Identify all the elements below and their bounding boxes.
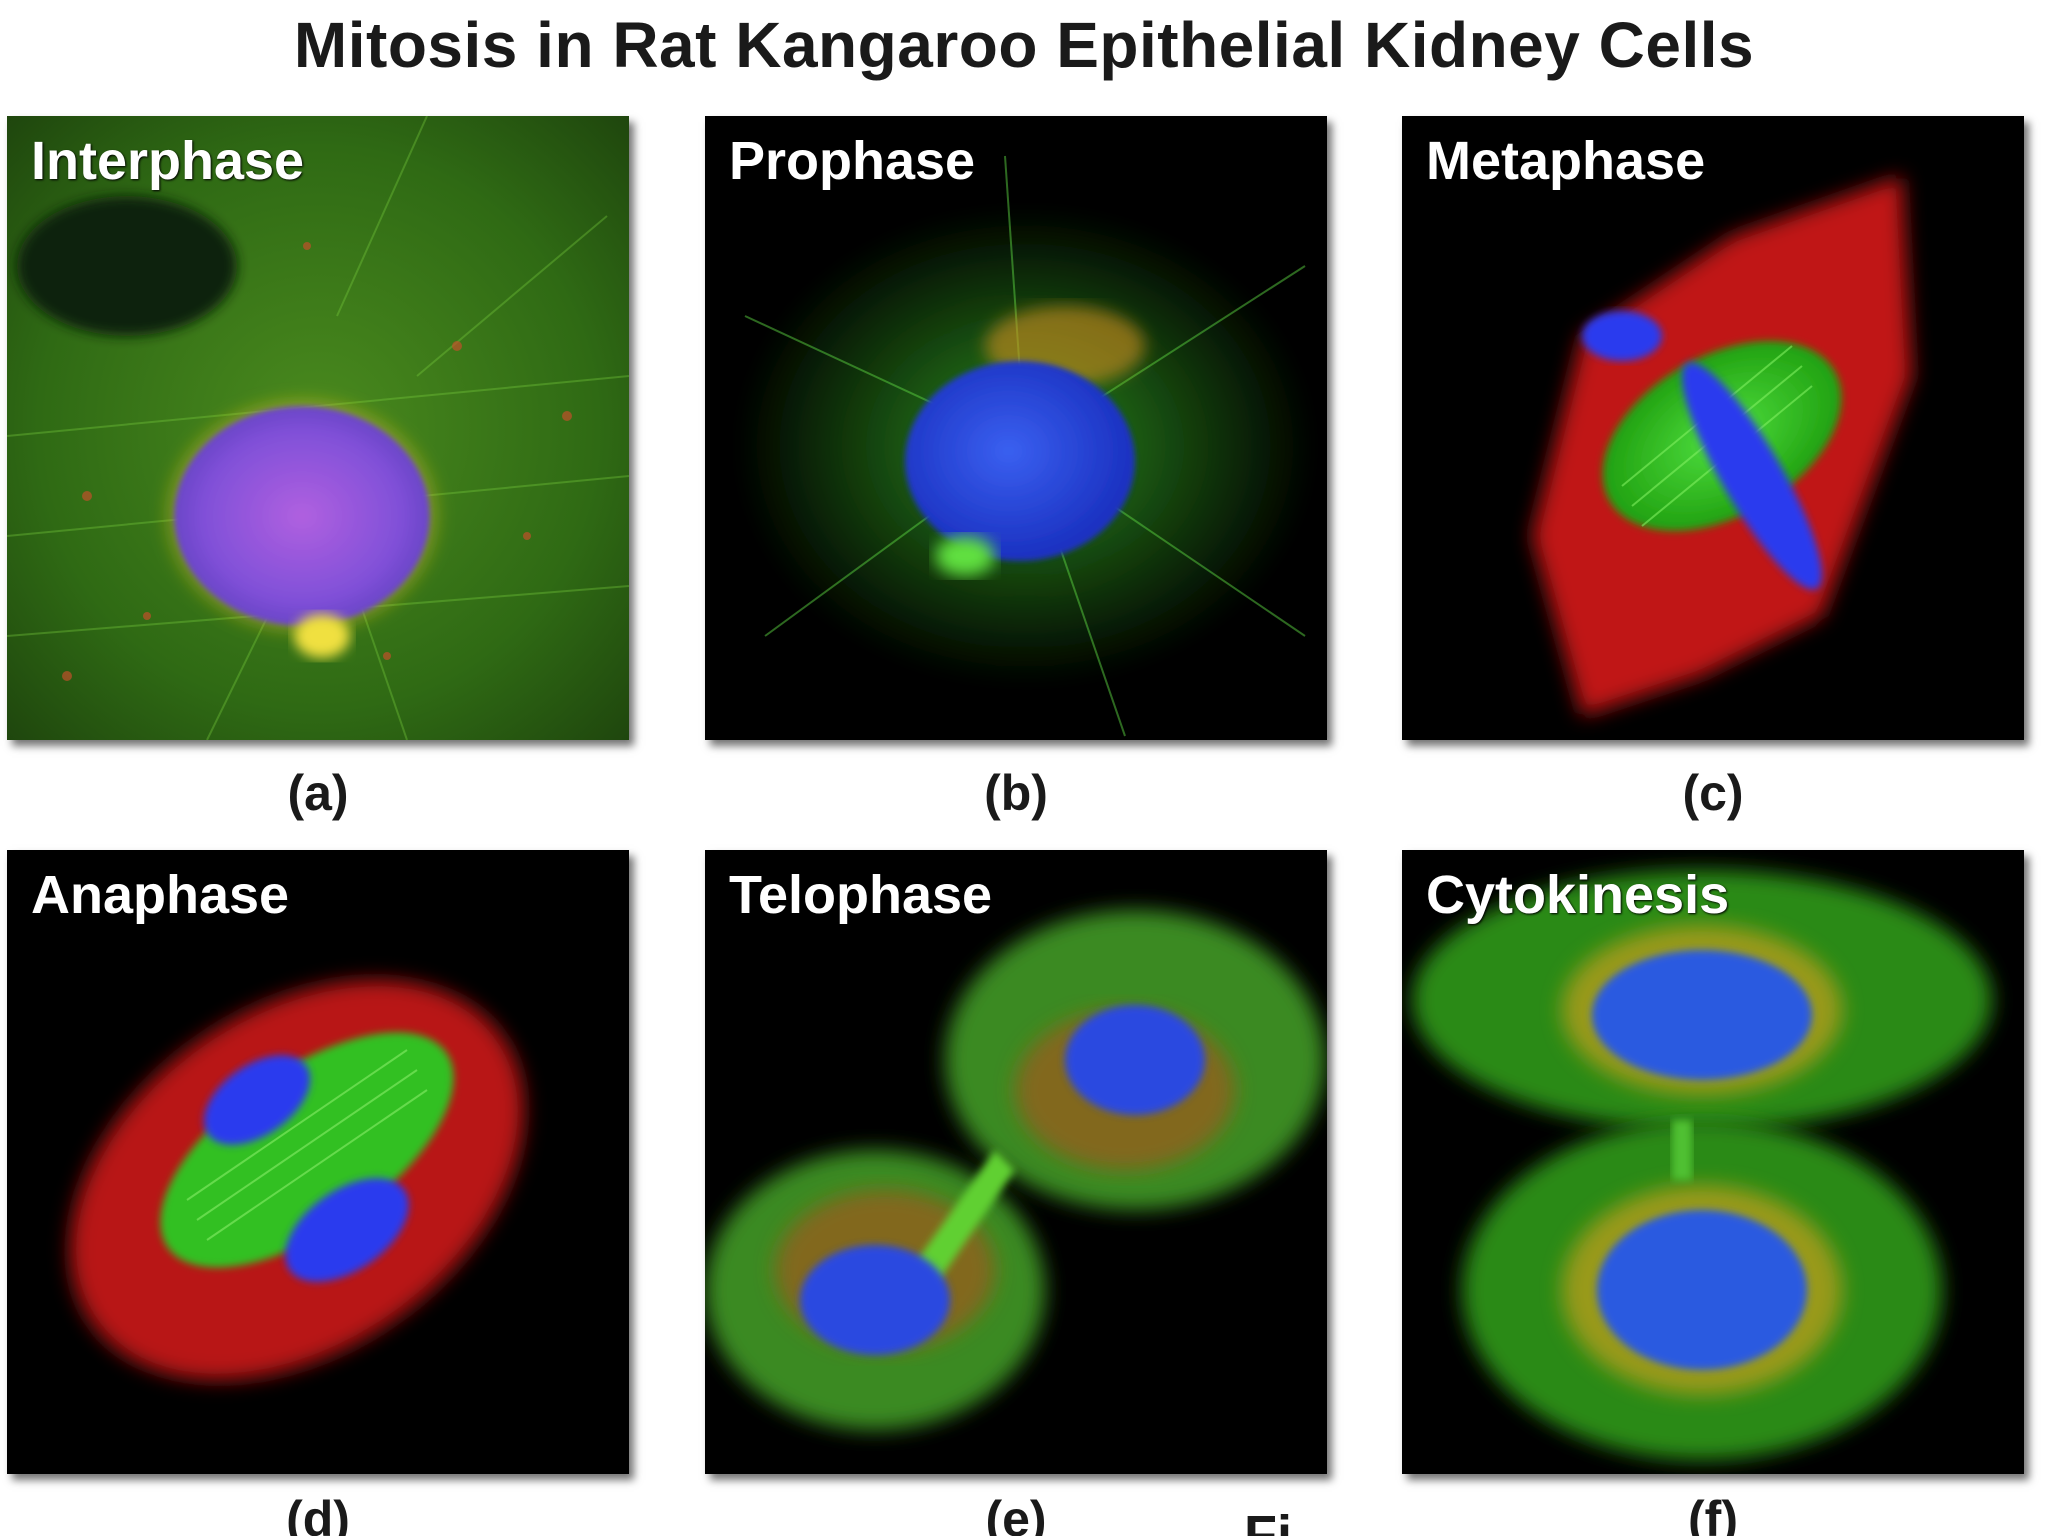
panel-label-prophase: Prophase: [729, 131, 976, 191]
panel-label-metaphase: Metaphase: [1426, 131, 1706, 191]
caption-b: (b): [984, 765, 1048, 821]
panel-telophase: Telophase: [705, 850, 1327, 1474]
telophase-micrograph: [705, 850, 1327, 1474]
figure-title: Mitosis in Rat Kangaroo Epithelial Kidne…: [293, 9, 1755, 81]
panel-label-cytokinesis: Cytokinesis: [1426, 865, 1730, 925]
panel-interphase: Interphase: [7, 116, 629, 740]
caption-d: (d): [286, 1491, 350, 1536]
panel-anaphase: Anaphase: [7, 850, 629, 1474]
metaphase-micrograph: [1402, 116, 2024, 740]
anaphase-micrograph: [7, 850, 629, 1474]
interphase-micrograph: [7, 116, 629, 740]
panel-label-interphase: Interphase: [31, 131, 305, 191]
caption-e: (e): [985, 1491, 1047, 1536]
panel-label-telophase: Telophase: [729, 865, 993, 925]
cytokinesis-micrograph: [1402, 850, 2024, 1474]
caption-f: (f): [1688, 1491, 1738, 1536]
caption-a: (a): [287, 765, 349, 821]
panel-cytokinesis: Cytokinesis: [1402, 850, 2024, 1474]
panel-metaphase: Metaphase: [1402, 116, 2024, 740]
panel-prophase: Prophase: [705, 116, 1327, 740]
prophase-micrograph: [705, 116, 1327, 740]
caption-c: (c): [1682, 765, 1744, 821]
panel-label-anaphase: Anaphase: [31, 865, 290, 925]
figure-number: Fi: [1244, 1505, 1292, 1536]
